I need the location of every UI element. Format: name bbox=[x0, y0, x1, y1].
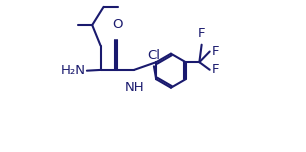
Text: F: F bbox=[211, 45, 219, 58]
Text: F: F bbox=[198, 27, 205, 40]
Text: NH: NH bbox=[125, 81, 144, 94]
Text: H₂N: H₂N bbox=[60, 64, 85, 77]
Text: Cl: Cl bbox=[147, 49, 160, 62]
Text: F: F bbox=[211, 63, 219, 76]
Text: O: O bbox=[112, 18, 122, 31]
